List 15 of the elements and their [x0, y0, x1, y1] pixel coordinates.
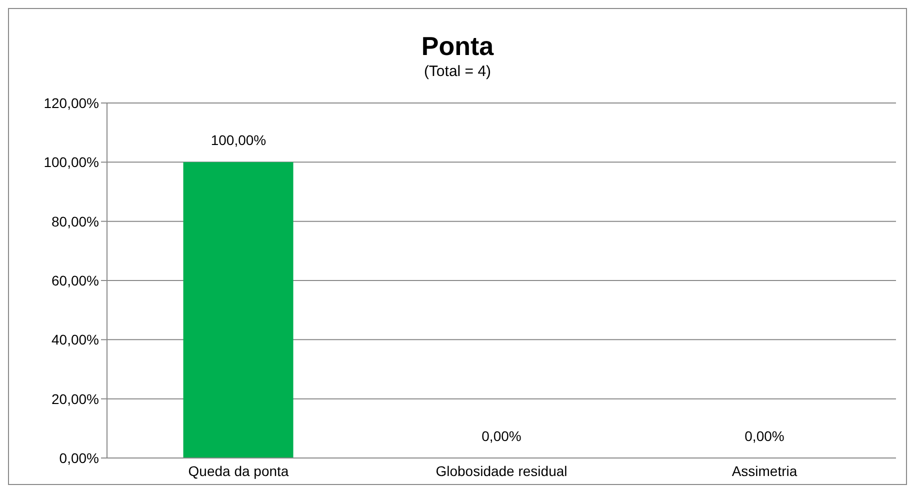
y-tick-label: 40,00% [52, 332, 99, 348]
y-tick-label: 120,00% [44, 94, 99, 111]
x-tick-label: Globosidade residual [436, 462, 568, 479]
y-tick-label: 80,00% [52, 213, 99, 230]
data-label: 0,00% [480, 428, 522, 444]
chart-title: Ponta [420, 31, 495, 62]
y-tick-label: 100,00% [44, 154, 99, 170]
x-tick-label: Queda da ponta [188, 462, 289, 479]
data-label: 100,00% [210, 132, 268, 148]
data-label: 0,00% [744, 428, 786, 444]
x-tick-label: Assimetria [732, 462, 798, 479]
y-tick-label: 0,00% [59, 450, 99, 466]
y-tick-label: 60,00% [52, 272, 99, 288]
chart-subtitle: (Total = 4) [422, 63, 492, 80]
y-tick-label: 20,00% [52, 390, 99, 407]
